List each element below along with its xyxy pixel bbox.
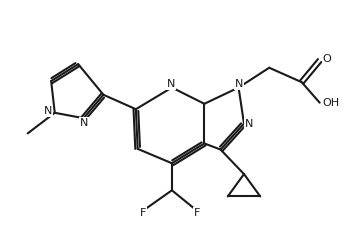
Text: N: N bbox=[43, 106, 52, 116]
Text: N: N bbox=[80, 118, 88, 127]
Text: OH: OH bbox=[323, 98, 340, 108]
Text: F: F bbox=[140, 208, 146, 218]
Text: O: O bbox=[323, 54, 331, 64]
Text: N: N bbox=[235, 79, 244, 89]
Text: N: N bbox=[167, 79, 175, 89]
Text: F: F bbox=[194, 208, 200, 218]
Text: N: N bbox=[245, 119, 253, 129]
